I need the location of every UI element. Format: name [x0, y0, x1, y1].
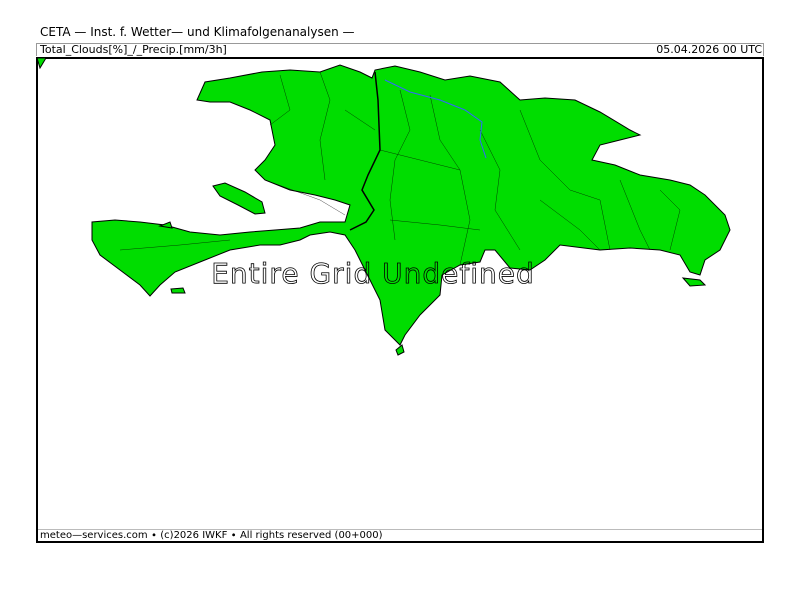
land — [36, 57, 731, 356]
footer-divider — [38, 529, 762, 530]
datetime-label: 05.04.2026 00 UTC — [656, 43, 762, 56]
cayemites — [158, 221, 173, 229]
app-title: CETA — Inst. f. Wetter— und Klimafolgena… — [40, 25, 355, 39]
beata-island — [395, 344, 405, 356]
islet-nw — [36, 57, 47, 70]
river — [384, 79, 487, 159]
saona-island — [681, 277, 707, 287]
map-frame — [36, 57, 764, 543]
header-bar — [36, 43, 764, 56]
ile-a-vache — [170, 287, 186, 294]
province-lines — [119, 71, 681, 266]
border-haiti-dr — [349, 71, 381, 231]
overlay-text: Entire Grid Undefined — [211, 257, 535, 290]
footer-credit: meteo—services.com ∙ (c)2026 IWKF ∙ All … — [40, 530, 383, 541]
gonave-island — [212, 182, 266, 215]
parameter-label: Total_Clouds[%]_/_Precip.[mm/3h] — [40, 43, 227, 56]
hispaniola — [91, 64, 731, 346]
